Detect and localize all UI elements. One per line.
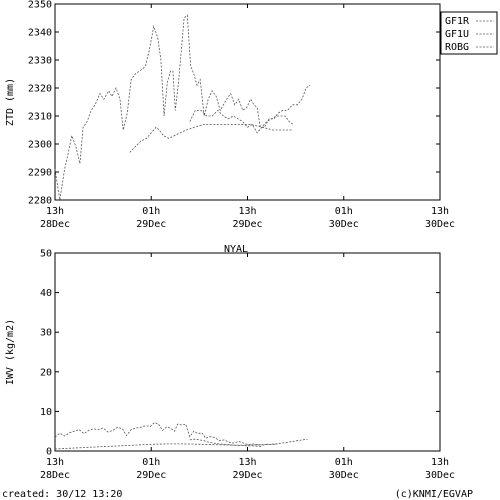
ztd-xtick-label-date: 29Dec <box>136 219 166 230</box>
iwv-series-robg <box>54 438 308 450</box>
iwv-ylabel: IWV (kg/m2) <box>5 319 16 385</box>
legend-label-gf1r: GF1R <box>445 16 470 27</box>
legend-label-robg: ROBG <box>445 42 469 53</box>
legend-label-gf1u: GF1U <box>445 29 469 40</box>
created-timestamp: created: 30/12 13:20 <box>2 489 122 500</box>
iwv-series-gf1r <box>54 422 278 446</box>
ztd-x-axis: 13h 28Dec 01h 29Dec 13h 29Dec 01h 30Dec 13h 30Dec <box>40 4 455 230</box>
ztd-series-gf1u <box>189 109 294 134</box>
iwv-xtick-label-hour: 13h <box>238 457 256 468</box>
iwv-xtick-label-date: 30Dec <box>425 470 455 481</box>
iwv-xtick-label-hour: 01h <box>335 457 353 468</box>
iwv-ytick-label: 0 <box>46 447 52 458</box>
ztd-series-robg <box>129 124 294 153</box>
ztd-xtick-label-date: 28Dec <box>40 219 70 230</box>
iwv-ytick-label: 10 <box>40 407 52 418</box>
ztd-ytick-label: 2290 <box>28 168 52 179</box>
iwv-y-axis: 0 10 20 30 40 50 <box>40 249 440 458</box>
iwv-xtick-label-date: 28Dec <box>40 470 70 481</box>
ztd-panel: 2280 2290 2300 2310 2320 2330 2340 2350 13h 28De… <box>5 0 498 230</box>
ztd-y-axis: 2280 2290 2300 2310 2320 2330 2340 2350 <box>28 0 440 207</box>
ztd-ytick-label: 2280 <box>28 196 52 207</box>
credit-text: (c)KNMI/EGVAP <box>395 489 473 500</box>
iwv-xtick-label-date: 29Dec <box>136 470 166 481</box>
iwv-plot-frame <box>54 252 441 452</box>
ztd-ytick-label: 2350 <box>28 0 52 11</box>
ztd-ytick-label: 2300 <box>28 140 52 151</box>
iwv-ytick-label: 40 <box>40 288 52 299</box>
iwv-xtick-label-hour: 13h <box>431 457 449 468</box>
ztd-xtick-label-date: 30Dec <box>425 219 455 230</box>
iwv-panel: NYAL 0 10 20 30 40 50 13h 28Dec 01h 29Dec 13h 29De… <box>5 244 455 481</box>
ztd-xtick-label-hour: 13h <box>46 206 64 217</box>
ztd-ytick-label: 2340 <box>28 28 52 39</box>
ztd-plot-frame <box>54 3 441 201</box>
ztd-ytick-label: 2330 <box>28 56 52 67</box>
iwv-ytick-label: 30 <box>40 328 52 339</box>
iwv-series-gf1u <box>189 438 262 447</box>
ztd-series <box>54 14 311 201</box>
iwv-x-axis: 13h 28Dec 01h 29Dec 13h 29Dec 01h 30Dec 13h 30Dec <box>40 253 455 481</box>
ztd-xtick-label-hour: 13h <box>431 206 449 217</box>
iwv-xtick-label-date: 30Dec <box>329 470 359 481</box>
ztd-series-gf1r <box>54 14 311 201</box>
iwv-series <box>54 422 308 450</box>
station-title: NYAL <box>224 244 248 255</box>
ztd-xtick-label-hour: 01h <box>335 206 353 217</box>
iwv-xtick-label-hour: 01h <box>142 457 160 468</box>
ztd-xtick-label-hour: 13h <box>238 206 256 217</box>
legend: GF1R GF1U ROBG <box>440 11 498 55</box>
iwv-xtick-label-hour: 13h <box>46 457 64 468</box>
ztd-ylabel: ZTD (mm) <box>5 78 16 126</box>
iwv-xtick-label-date: 29Dec <box>232 470 262 481</box>
iwv-ytick-label: 20 <box>40 367 52 378</box>
iwv-ytick-label: 50 <box>40 249 52 260</box>
ztd-ytick-label: 2320 <box>28 84 52 95</box>
ztd-ytick-label: 2310 <box>28 112 52 123</box>
ztd-xtick-label-hour: 01h <box>142 206 160 217</box>
ztd-xtick-label-date: 30Dec <box>329 219 359 230</box>
ztd-xtick-label-date: 29Dec <box>232 219 262 230</box>
